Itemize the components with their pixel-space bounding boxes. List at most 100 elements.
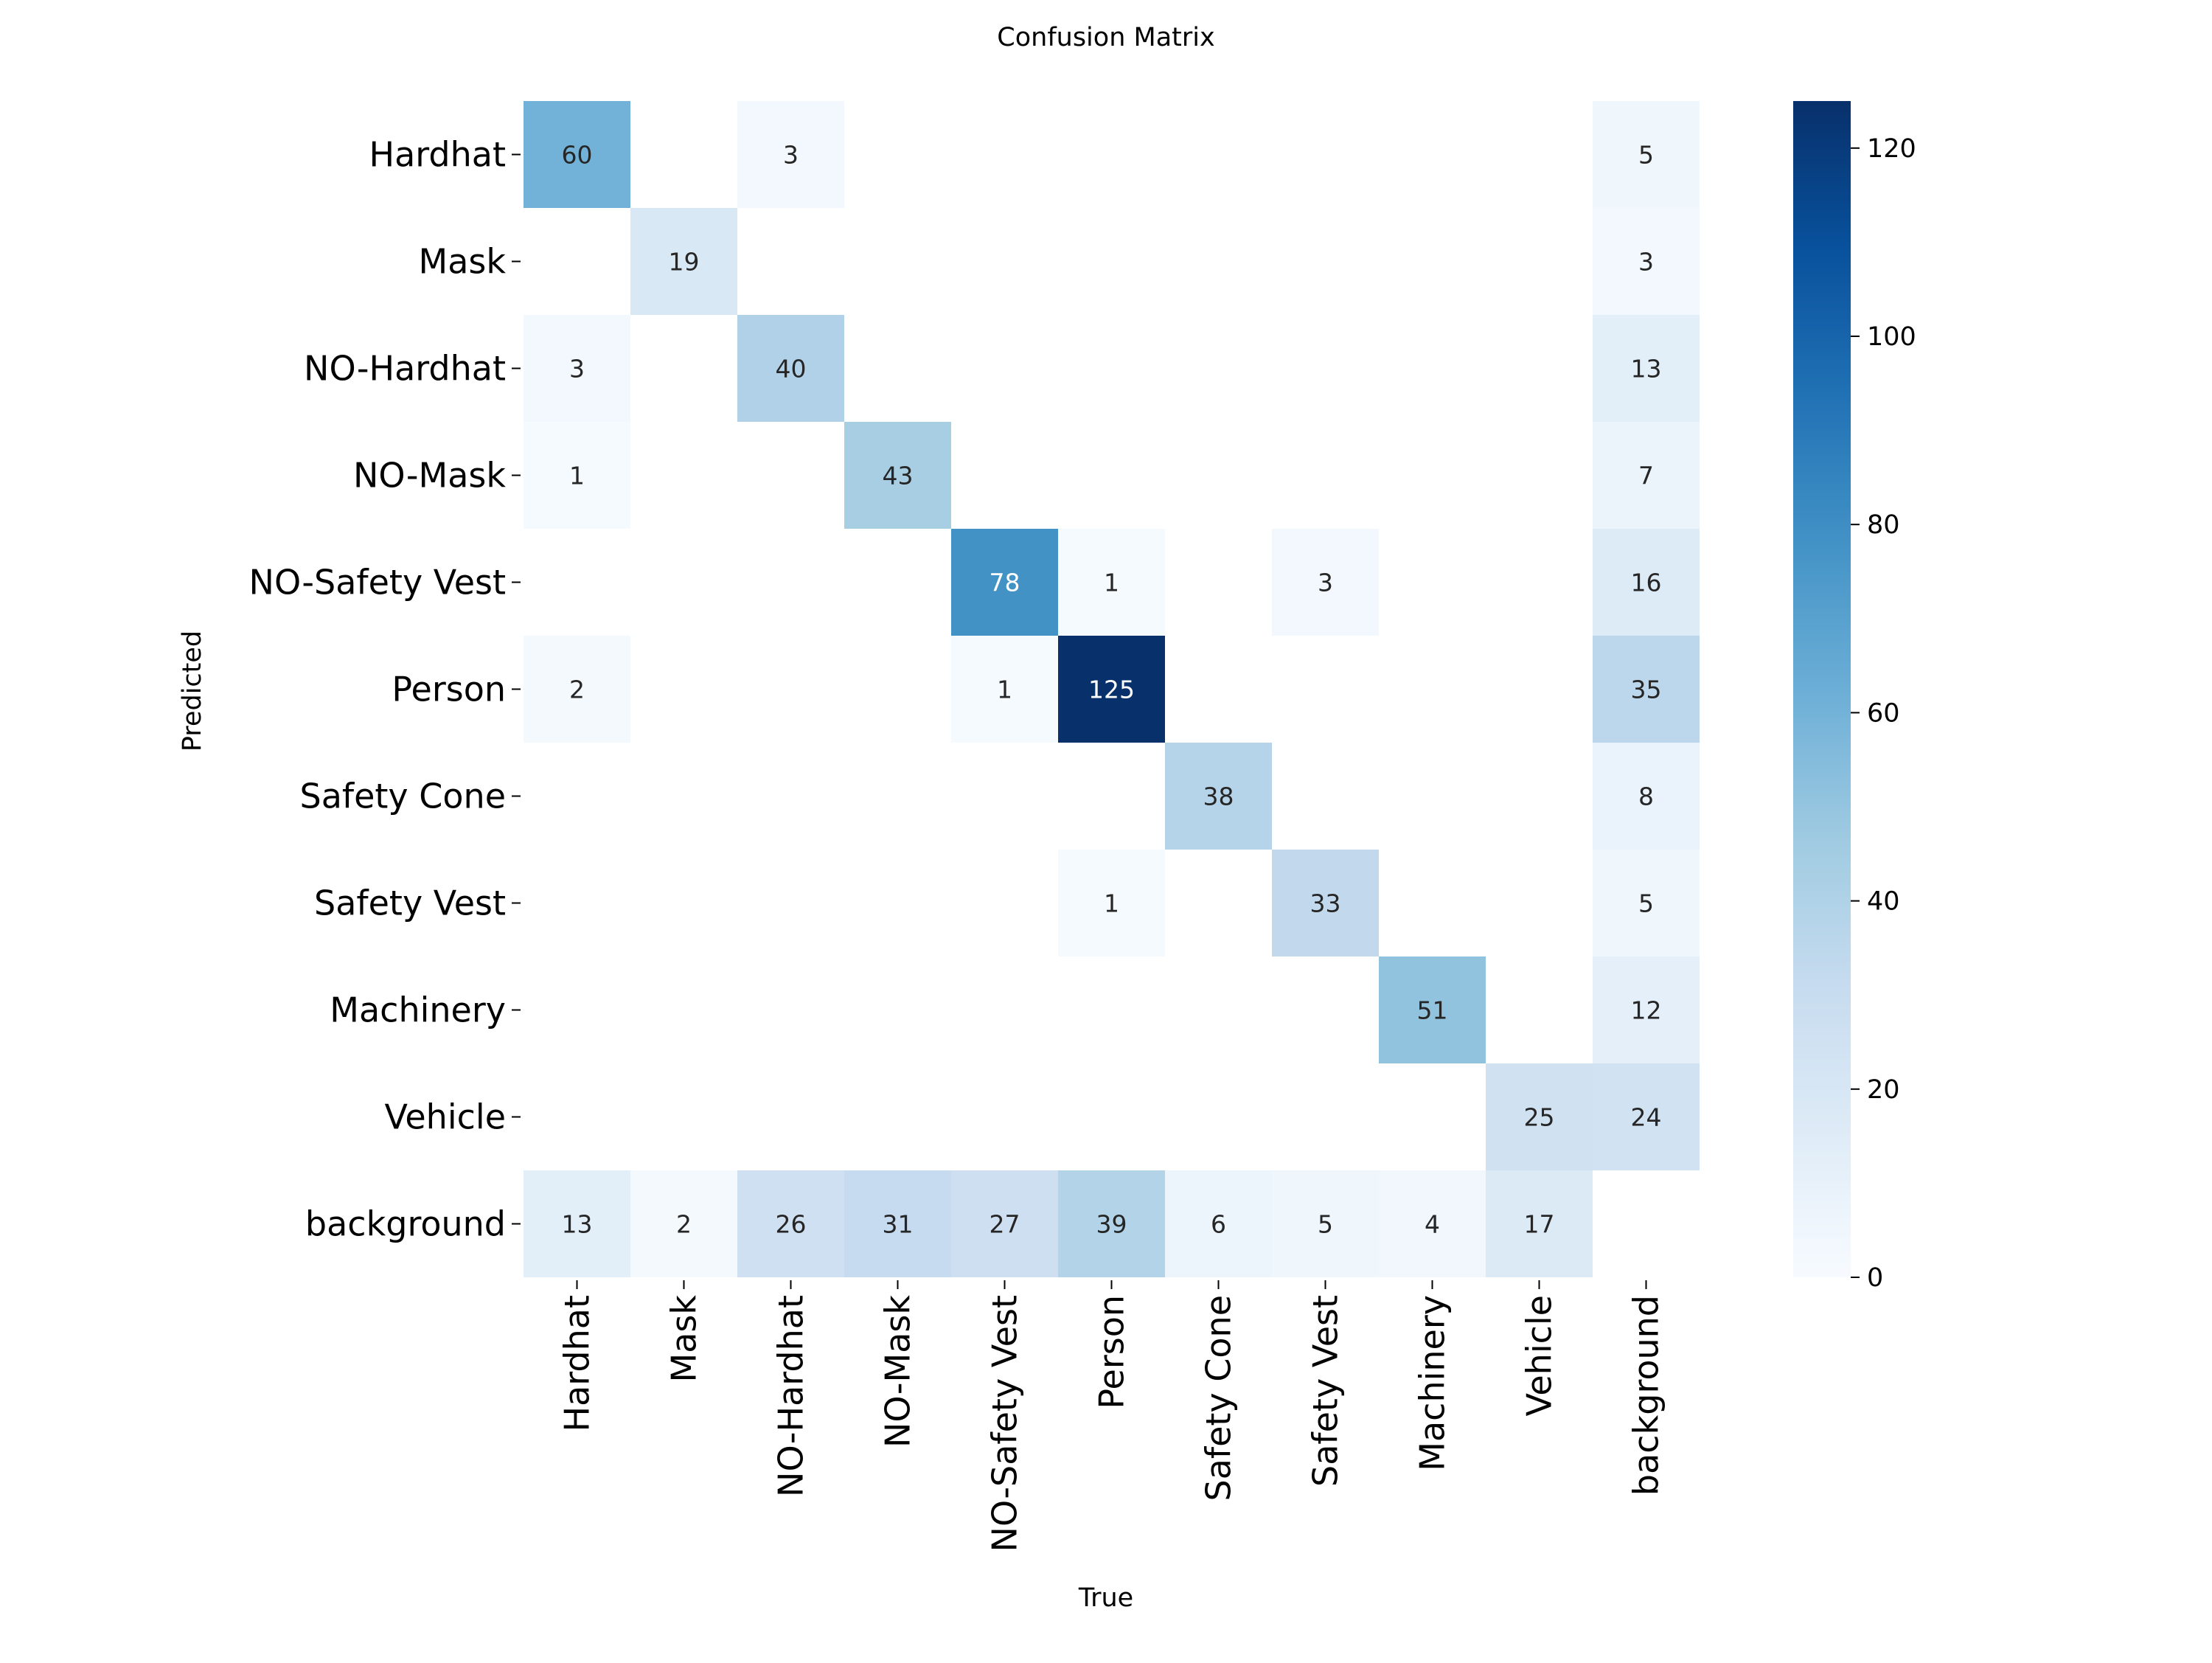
colorbar-tick-label: 100 — [1867, 322, 1916, 352]
heatmap-cell — [951, 529, 1058, 636]
heatmap-cell — [1593, 1063, 1700, 1170]
x-tick-label: NO-Mask — [878, 1295, 918, 1448]
heatmap-cell — [524, 101, 630, 208]
cell-value-label: 33 — [1310, 889, 1341, 918]
cell-value-label: 25 — [1524, 1103, 1555, 1132]
chart-title: Confusion Matrix — [997, 23, 1214, 52]
cell-value-label: 4 — [1425, 1210, 1440, 1239]
colorbar-tick-label: 20 — [1867, 1075, 1900, 1105]
heatmap-cell — [844, 1170, 951, 1277]
x-axis-label: True — [1078, 1583, 1133, 1613]
y-tick-label: Mask — [419, 242, 507, 282]
cell-value-label: 31 — [883, 1210, 914, 1239]
cell-value-label: 8 — [1638, 782, 1654, 811]
heatmap-cell — [951, 1170, 1058, 1277]
heatmap-cell — [737, 1170, 844, 1277]
y-tick-label: Vehicle — [384, 1097, 506, 1137]
heatmap-cell — [1272, 1170, 1379, 1277]
cell-value-label: 1 — [569, 462, 585, 490]
cell-value-label: 13 — [1631, 355, 1662, 383]
y-axis-label: Predicted — [178, 631, 207, 751]
heatmap-cell — [630, 1170, 737, 1277]
x-tick-label: Mask — [664, 1295, 704, 1383]
heatmap-cell — [524, 636, 630, 743]
heatmap-cell — [1058, 850, 1165, 957]
x-tick-label: Safety Vest — [1306, 1295, 1346, 1487]
colorbar-tick-label: 80 — [1867, 510, 1900, 540]
heatmap-cell — [1058, 529, 1165, 636]
cell-value-label: 78 — [990, 569, 1020, 597]
cell-value-label: 125 — [1088, 676, 1135, 704]
heatmap-cell — [1165, 1170, 1272, 1277]
cell-value-label: 17 — [1524, 1210, 1555, 1239]
heatmap-cell — [1486, 1063, 1593, 1170]
cell-value-label: 12 — [1631, 996, 1662, 1025]
cell-value-label: 40 — [776, 355, 807, 383]
x-tick-labels: Hardhat Mask NO-Hardhat NO-Mask NO-Safety Ve… — [557, 1280, 1666, 1552]
heatmap-cell — [1379, 1170, 1486, 1277]
heatmap-cell — [1593, 743, 1700, 850]
heatmap-cell — [524, 422, 630, 529]
heatmap-cell — [1593, 850, 1700, 957]
heatmap-cell — [1593, 422, 1700, 529]
cell-value-label: 1 — [1104, 569, 1119, 597]
heatmap-cell — [1593, 529, 1700, 636]
cell-value-label: 19 — [669, 248, 700, 277]
y-tick-label: NO-Safety Vest — [249, 563, 506, 603]
y-tick-label: background — [305, 1204, 506, 1244]
colorbar: 0 20 40 60 80 100 120 — [1793, 101, 1916, 1293]
y-tick-label: NO-Mask — [353, 456, 506, 496]
cell-value-label: 3 — [1638, 248, 1654, 277]
heatmap-cell — [737, 101, 844, 208]
x-tick-label: Person — [1092, 1295, 1132, 1409]
cell-value-label: 3 — [783, 141, 799, 170]
heatmap-cell — [1486, 1170, 1593, 1277]
heatmap-cell — [1593, 957, 1700, 1063]
x-tick-label: background — [1627, 1295, 1666, 1496]
colorbar-tick-label: 40 — [1867, 887, 1900, 917]
cell-value-label: 35 — [1631, 676, 1662, 704]
cell-value-label: 24 — [1631, 1103, 1662, 1132]
cell-value-label: 13 — [562, 1210, 593, 1239]
cell-value-label: 7 — [1638, 462, 1654, 490]
heatmap-cell — [1593, 101, 1700, 208]
colorbar-gradient — [1793, 101, 1851, 1277]
heatmap-cell — [1272, 850, 1379, 957]
x-tick-label: Hardhat — [557, 1295, 597, 1431]
heatmap-cell — [1593, 636, 1700, 743]
cell-value-label: 3 — [1318, 569, 1333, 597]
x-tick-label: Machinery — [1413, 1295, 1453, 1471]
cell-value-label: 60 — [562, 141, 593, 170]
cell-value-label: 43 — [883, 462, 914, 490]
cell-value-label: 5 — [1638, 141, 1654, 170]
x-tick-label: NO-Hardhat — [771, 1295, 811, 1497]
heatmap-cell — [737, 315, 844, 422]
x-tick-label: Vehicle — [1520, 1295, 1559, 1417]
heatmap-cell — [524, 1170, 630, 1277]
heatmap-cell — [524, 315, 630, 422]
heatmap-cell — [1165, 743, 1272, 850]
heatmap-cell — [1379, 957, 1486, 1063]
cell-value-label: 3 — [569, 355, 585, 383]
cell-value-label: 2 — [569, 676, 585, 704]
y-tick-label: Hardhat — [369, 135, 506, 175]
colorbar-tick-label: 60 — [1867, 698, 1900, 728]
cell-value-label: 5 — [1318, 1210, 1333, 1239]
heatmap-cell — [1272, 529, 1379, 636]
cell-value-label: 27 — [990, 1210, 1020, 1239]
x-tick-label: Safety Cone — [1199, 1295, 1239, 1501]
y-tick-label: NO-Hardhat — [304, 349, 506, 389]
cell-value-label: 16 — [1631, 569, 1662, 597]
cell-value-label: 38 — [1203, 782, 1234, 811]
heatmap-cell — [1058, 1170, 1165, 1277]
y-tick-label: Safety Cone — [300, 777, 506, 816]
cell-value-label: 51 — [1417, 996, 1448, 1025]
heatmap-cell — [1058, 636, 1165, 743]
cell-value-label: 5 — [1638, 889, 1654, 918]
y-tick-label: Machinery — [330, 990, 506, 1030]
heatmap-cell — [844, 422, 951, 529]
heatmap-cell — [1593, 208, 1700, 315]
